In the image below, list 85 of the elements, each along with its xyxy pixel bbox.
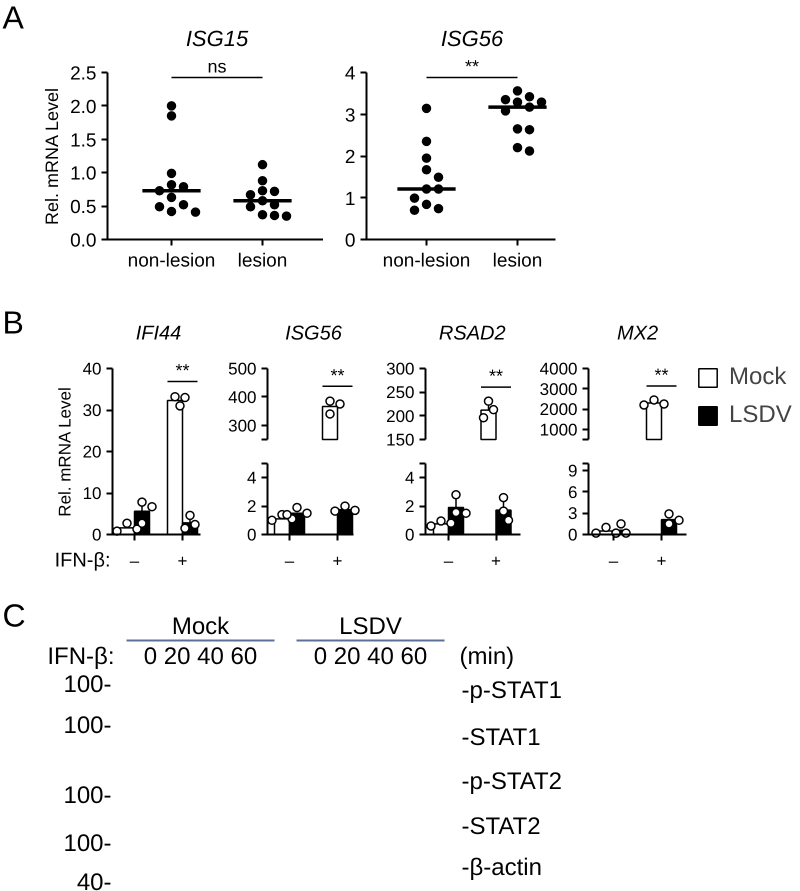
y-tick-label: 2: [247, 497, 257, 516]
text: B: [2, 304, 24, 340]
text: 100-: [63, 712, 112, 739]
y-tick-label: 1: [344, 188, 356, 210]
y-tick-label: 3: [568, 504, 578, 524]
text: 0 20 40 60: [144, 643, 258, 670]
y-tick-label: 10: [82, 484, 102, 503]
y-tick-label: 0.5: [70, 197, 97, 218]
y-tick-label: 4: [405, 468, 415, 488]
annotation: **: [330, 365, 345, 386]
y-tick-label: 0.0: [70, 230, 97, 252]
x-tick-label: non-lesion: [128, 250, 216, 272]
y-tick-label: 200: [386, 406, 415, 426]
y-tick-label: 6: [568, 482, 578, 502]
y-tick-label: 300: [228, 416, 257, 436]
text: IFN-β:: [47, 643, 114, 670]
y-tick-label: 0: [405, 526, 415, 544]
x-tick-label: +: [491, 552, 502, 570]
x-tick-label: lesion: [492, 250, 542, 272]
text: -p-STAT2: [462, 768, 562, 795]
y-tick-label: 0: [344, 230, 356, 252]
text: -STAT1: [462, 724, 541, 751]
x-tick-label: non-lesion: [382, 250, 470, 272]
x-tick-label: –: [608, 552, 619, 570]
y-tick-label: 40: [82, 360, 102, 378]
x-tick-label: +: [656, 552, 667, 570]
y-axis-title: Rel. mRNA Level: [56, 387, 75, 517]
text: (min): [460, 643, 514, 670]
annotation: **: [654, 364, 669, 385]
text: 0 20 40 60: [314, 643, 428, 670]
y-axis-title: Rel. mRNA Level: [42, 88, 62, 226]
y-tick-label: 500: [228, 360, 257, 378]
y-tick-label: 9: [568, 462, 578, 481]
y-tick-label: 4: [344, 64, 356, 84]
x-tick-label: +: [178, 552, 188, 570]
y-tick-label: 30: [82, 401, 102, 420]
text: -STAT2: [462, 813, 541, 840]
y-tick-label: 3: [344, 105, 356, 126]
x-tick-label: lesion: [238, 250, 288, 272]
chart-title: RSAD2: [438, 322, 506, 344]
y-tick-label: 4: [247, 468, 257, 488]
text: -p-STAT1: [462, 677, 562, 704]
chart-title: ISG56: [285, 322, 343, 344]
text: A: [2, 0, 24, 36]
annotation: ns: [207, 56, 227, 76]
x-tick-label: –: [284, 552, 295, 570]
y-tick-label: 2.5: [70, 64, 97, 84]
annotation: **: [175, 360, 190, 380]
text: 100-: [63, 671, 112, 698]
chart-title: ISG56: [440, 26, 504, 51]
y-tick-label: 2: [405, 497, 415, 516]
text: -β-actin: [462, 854, 542, 881]
y-tick-label: 0: [92, 526, 102, 544]
y-tick-label: 300: [386, 360, 415, 378]
y-tick-label: 1.5: [70, 130, 97, 152]
text: C: [2, 598, 26, 634]
y-tick-label: 2: [344, 147, 356, 168]
x-tick-label: –: [444, 552, 454, 570]
y-tick-label: 20: [82, 442, 102, 462]
x-tick-label: +: [332, 552, 343, 570]
y-tick-label: 1.0: [70, 164, 97, 185]
annotation: **: [464, 56, 480, 76]
y-tick-label: 2.0: [70, 96, 97, 118]
y-tick-label: 4000: [540, 360, 578, 378]
chart-title: IFI44: [136, 322, 182, 344]
text: 40-: [76, 869, 112, 891]
y-tick-label: 250: [386, 383, 415, 402]
chart-title: MX2: [616, 322, 658, 344]
legend-label: LSDV: [729, 401, 792, 429]
chart-title: ISG15: [186, 26, 249, 51]
annotation: **: [488, 366, 504, 386]
x-tick-label: –: [130, 552, 140, 570]
y-tick-label: 400: [228, 388, 257, 407]
y-tick-label: 2000: [540, 400, 578, 420]
y-tick-label: 3000: [540, 380, 578, 399]
y-tick-label: 1000: [540, 420, 578, 440]
legend-label: Mock: [729, 363, 786, 391]
text: 100-: [63, 782, 112, 809]
y-tick-label: 150: [386, 430, 415, 450]
text: IFN-β:: [54, 550, 110, 572]
text: Mock: [172, 613, 230, 640]
text: LSDV: [339, 613, 402, 640]
y-tick-label: 0: [568, 526, 578, 544]
text: 100-: [63, 830, 112, 857]
y-tick-label: 0: [247, 526, 257, 544]
